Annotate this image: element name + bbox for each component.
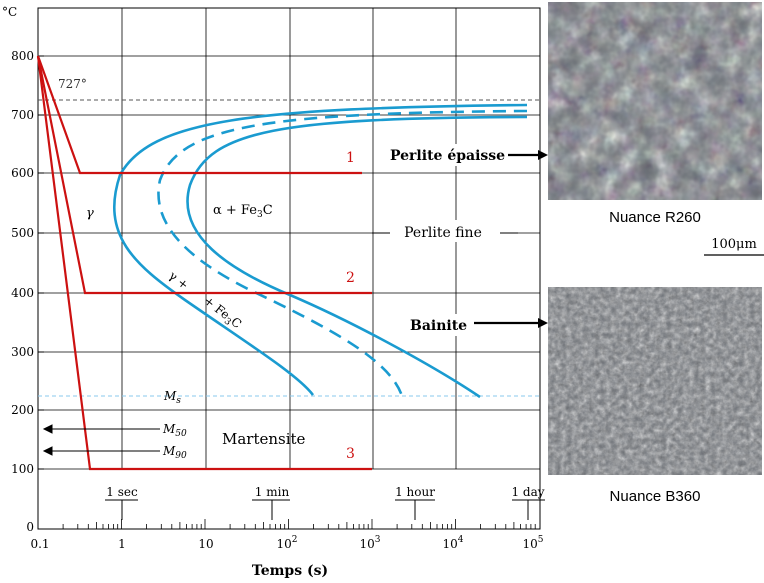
time-marker-labels: 1 sec 1 min 1 hour 1 day bbox=[106, 485, 544, 499]
label-alpha-fe3c: α + Fe3C bbox=[213, 203, 273, 220]
x-minor-ticks bbox=[37, 519, 536, 529]
x-tick-10000: 104 bbox=[442, 535, 463, 551]
cooling-curve-3 bbox=[36, 55, 372, 471]
perlite-epaisse-bg bbox=[388, 144, 508, 166]
cooling-num-1: 1 bbox=[346, 150, 355, 166]
caption-nuance-b360: Nuance B360 bbox=[610, 488, 701, 505]
x-tick-0-1: 0.1 bbox=[30, 537, 49, 551]
y-tick-700: 700 bbox=[11, 108, 34, 122]
cooling-curves bbox=[36, 55, 372, 471]
label-perlite-epaisse: Perlite épaisse bbox=[390, 148, 505, 164]
marker-1-sec: 1 sec bbox=[106, 485, 138, 499]
label-bainite-band: γ + + Fe3C bbox=[166, 268, 244, 331]
y-tick-300: 300 bbox=[11, 345, 34, 359]
bainite-bg bbox=[408, 314, 470, 336]
label-bainite: Bainite bbox=[410, 318, 467, 334]
micrograph-r260 bbox=[548, 2, 762, 200]
plot-frame bbox=[37, 7, 541, 530]
y-tick-0: 0 bbox=[26, 520, 34, 534]
x-tick-labels: 0.1 1 10 102 103 104 105 bbox=[30, 535, 543, 551]
label-martensite: Martensite bbox=[222, 430, 306, 448]
m-arrows bbox=[42, 424, 160, 456]
label-ms: Ms bbox=[163, 389, 181, 406]
x-axis-title: Temps (s) bbox=[252, 563, 328, 579]
c-curves bbox=[113, 103, 528, 399]
cooling-num-3: 3 bbox=[346, 446, 355, 462]
start-curve bbox=[113, 103, 528, 396]
finish-curve bbox=[186, 115, 528, 399]
y-tick-500: 500 bbox=[11, 226, 34, 240]
arrow-m90-icon bbox=[42, 446, 53, 456]
scale-bar-label: 100μm bbox=[711, 237, 757, 252]
label-m50: M50 bbox=[162, 422, 187, 439]
arrow-perlite-icon bbox=[538, 150, 548, 160]
label-m90: M90 bbox=[162, 444, 187, 461]
cooling-curve-2 bbox=[36, 55, 372, 295]
x-tick-100000: 105 bbox=[522, 535, 543, 551]
label-727: 727° bbox=[58, 77, 87, 91]
y-tick-600: 600 bbox=[11, 166, 34, 180]
marker-1-day: 1 day bbox=[511, 485, 544, 499]
fifty-percent-curve bbox=[157, 109, 528, 397]
arrow-m50-icon bbox=[42, 424, 53, 434]
y-tick-200: 200 bbox=[11, 403, 34, 417]
cooling-num-2: 2 bbox=[346, 270, 355, 286]
time-marker-brackets bbox=[105, 499, 545, 520]
label-gamma: γ bbox=[86, 206, 94, 221]
marker-1-hour: 1 hour bbox=[395, 485, 435, 499]
marker-1-min: 1 min bbox=[255, 485, 290, 499]
y-tick-100: 100 bbox=[11, 462, 34, 476]
y-tick-400: 400 bbox=[11, 286, 34, 300]
cooling-curve-1 bbox=[36, 55, 362, 175]
arrow-bainite-icon bbox=[538, 318, 548, 328]
micrograph-b360 bbox=[548, 287, 762, 475]
caption-nuance-r260: Nuance R260 bbox=[609, 209, 701, 226]
cooling-curve-numbers: 1 2 3 bbox=[346, 150, 355, 462]
y-tick-800: 800 bbox=[11, 49, 34, 63]
perlite-fine-bg bbox=[390, 220, 500, 242]
y-tick-marks bbox=[38, 55, 44, 470]
x-tick-1: 1 bbox=[118, 537, 126, 551]
x-tick-10: 10 bbox=[198, 537, 213, 551]
x-tick-1000: 103 bbox=[359, 535, 380, 551]
x-tick-100: 102 bbox=[276, 535, 297, 551]
y-unit-label: °C bbox=[2, 5, 17, 19]
label-perlite-fine: Perlite fine bbox=[404, 225, 482, 241]
y-tick-labels: 800 700 600 500 400 300 200 100 0 bbox=[11, 49, 34, 534]
